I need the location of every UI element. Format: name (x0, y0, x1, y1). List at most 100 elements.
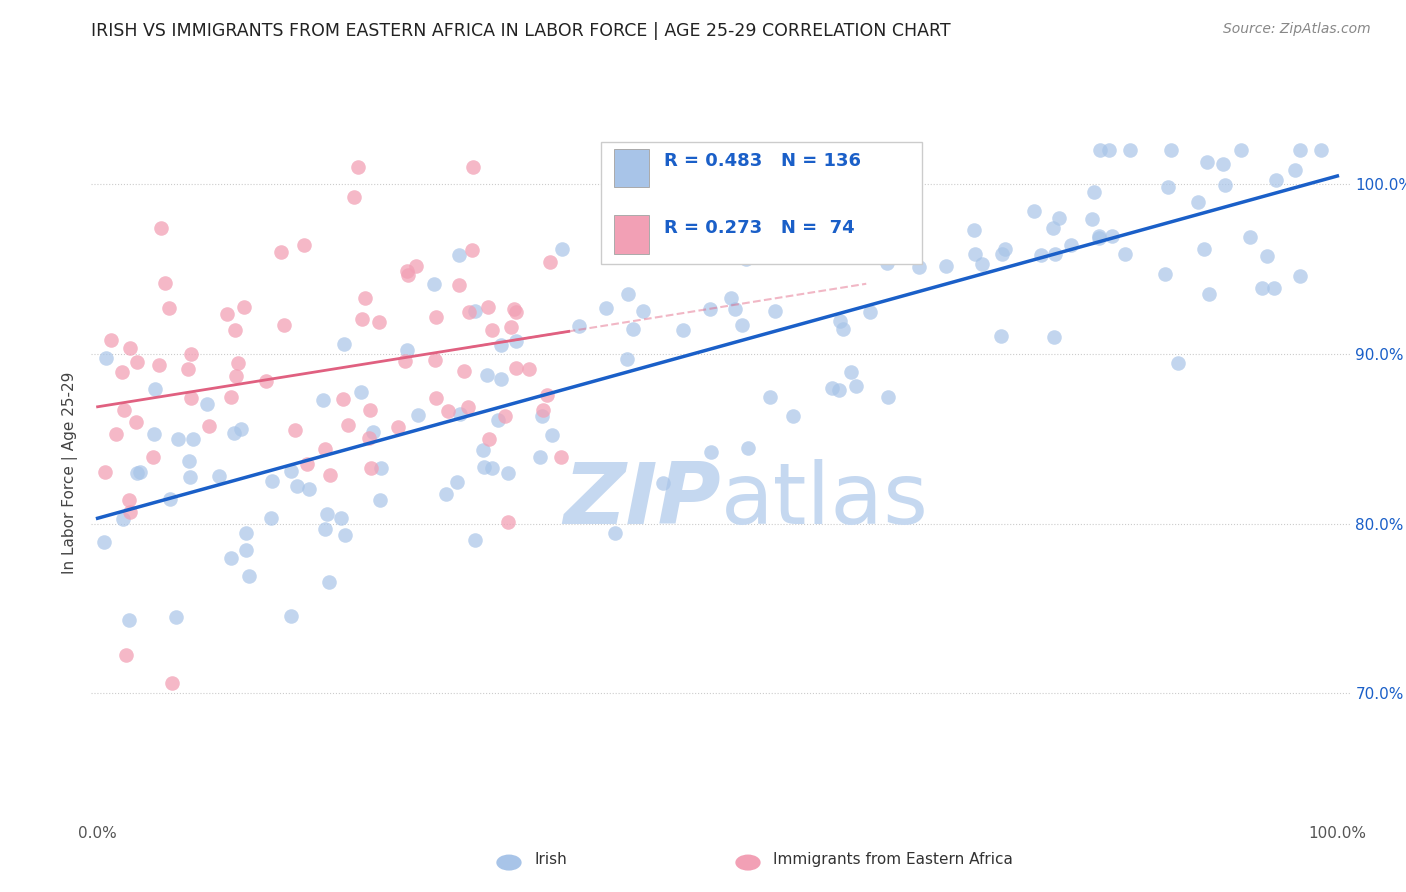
Point (350, 385, 373, 400)
Point (425, 310, 447, 325)
Point (965, 247, 987, 261)
Point (224, 323, 246, 337)
Point (343, 189, 366, 203)
Point (935, 259, 957, 273)
Point (315, 507, 337, 521)
Point (477, 300, 499, 314)
Point (872, 144, 894, 158)
Point (859, 305, 882, 319)
FancyBboxPatch shape (613, 215, 648, 253)
Point (1213, 178, 1236, 192)
Point (142, 450, 165, 465)
Point (437, 404, 460, 418)
Point (259, 511, 281, 525)
Point (423, 277, 446, 292)
Point (755, 246, 778, 260)
Point (446, 475, 468, 489)
Point (118, 613, 141, 627)
Point (1289, 268, 1312, 283)
Point (312, 392, 335, 407)
Point (724, 301, 747, 316)
Point (1118, 144, 1140, 158)
Point (333, 336, 356, 351)
Point (1043, 247, 1066, 261)
Point (319, 468, 342, 483)
Point (720, 291, 742, 305)
Point (149, 220, 172, 235)
Point (405, 259, 427, 273)
Point (270, 245, 292, 260)
Text: R = 0.483   N = 136: R = 0.483 N = 136 (664, 153, 860, 170)
Point (568, 318, 591, 333)
Point (464, 533, 486, 548)
Point (112, 512, 135, 526)
Point (370, 461, 392, 475)
Point (603, 526, 626, 541)
Point (1251, 281, 1274, 295)
Point (759, 390, 782, 404)
Point (477, 368, 499, 382)
Point (238, 568, 260, 582)
Point (118, 505, 141, 519)
Point (125, 467, 148, 481)
Point (425, 391, 447, 405)
Point (876, 256, 898, 270)
Point (93, 535, 115, 549)
Point (318, 574, 340, 589)
Point (360, 403, 382, 417)
Point (1060, 238, 1083, 252)
FancyBboxPatch shape (600, 142, 922, 264)
Point (763, 304, 786, 318)
Point (529, 450, 551, 464)
Point (672, 323, 695, 337)
Point (1239, 230, 1261, 244)
Text: ZIP: ZIP (562, 459, 720, 542)
Point (782, 409, 804, 423)
Point (165, 610, 187, 624)
Point (361, 425, 384, 439)
Point (990, 328, 1012, 343)
Point (595, 301, 617, 315)
Point (845, 379, 868, 393)
Point (536, 388, 558, 402)
Point (395, 343, 418, 358)
Point (821, 381, 844, 395)
Point (125, 355, 148, 369)
Point (447, 248, 470, 262)
Point (368, 493, 391, 508)
Point (453, 364, 475, 378)
Point (357, 431, 380, 445)
Point (1114, 247, 1136, 261)
Point (1083, 185, 1105, 199)
Point (254, 374, 277, 388)
Point (1187, 194, 1209, 209)
Point (481, 323, 503, 337)
Point (1167, 356, 1189, 370)
Point (652, 476, 675, 491)
Point (1198, 287, 1220, 301)
Point (531, 402, 554, 417)
Point (395, 264, 418, 278)
Point (831, 322, 853, 336)
Point (991, 246, 1014, 260)
Point (336, 417, 359, 432)
Point (700, 445, 723, 459)
Point (540, 427, 562, 442)
Point (181, 432, 204, 446)
Point (180, 346, 202, 360)
Point (177, 361, 200, 376)
Point (486, 413, 509, 427)
Point (333, 528, 356, 542)
Point (434, 487, 457, 501)
Point (162, 676, 184, 690)
Point (129, 465, 152, 479)
Text: Source: ZipAtlas.com: Source: ZipAtlas.com (1223, 22, 1371, 37)
Point (198, 418, 221, 433)
Point (731, 318, 754, 332)
Point (111, 365, 134, 379)
Point (1087, 231, 1109, 245)
Point (117, 492, 139, 507)
Point (368, 315, 391, 329)
Point (1195, 155, 1218, 169)
Point (530, 409, 553, 423)
